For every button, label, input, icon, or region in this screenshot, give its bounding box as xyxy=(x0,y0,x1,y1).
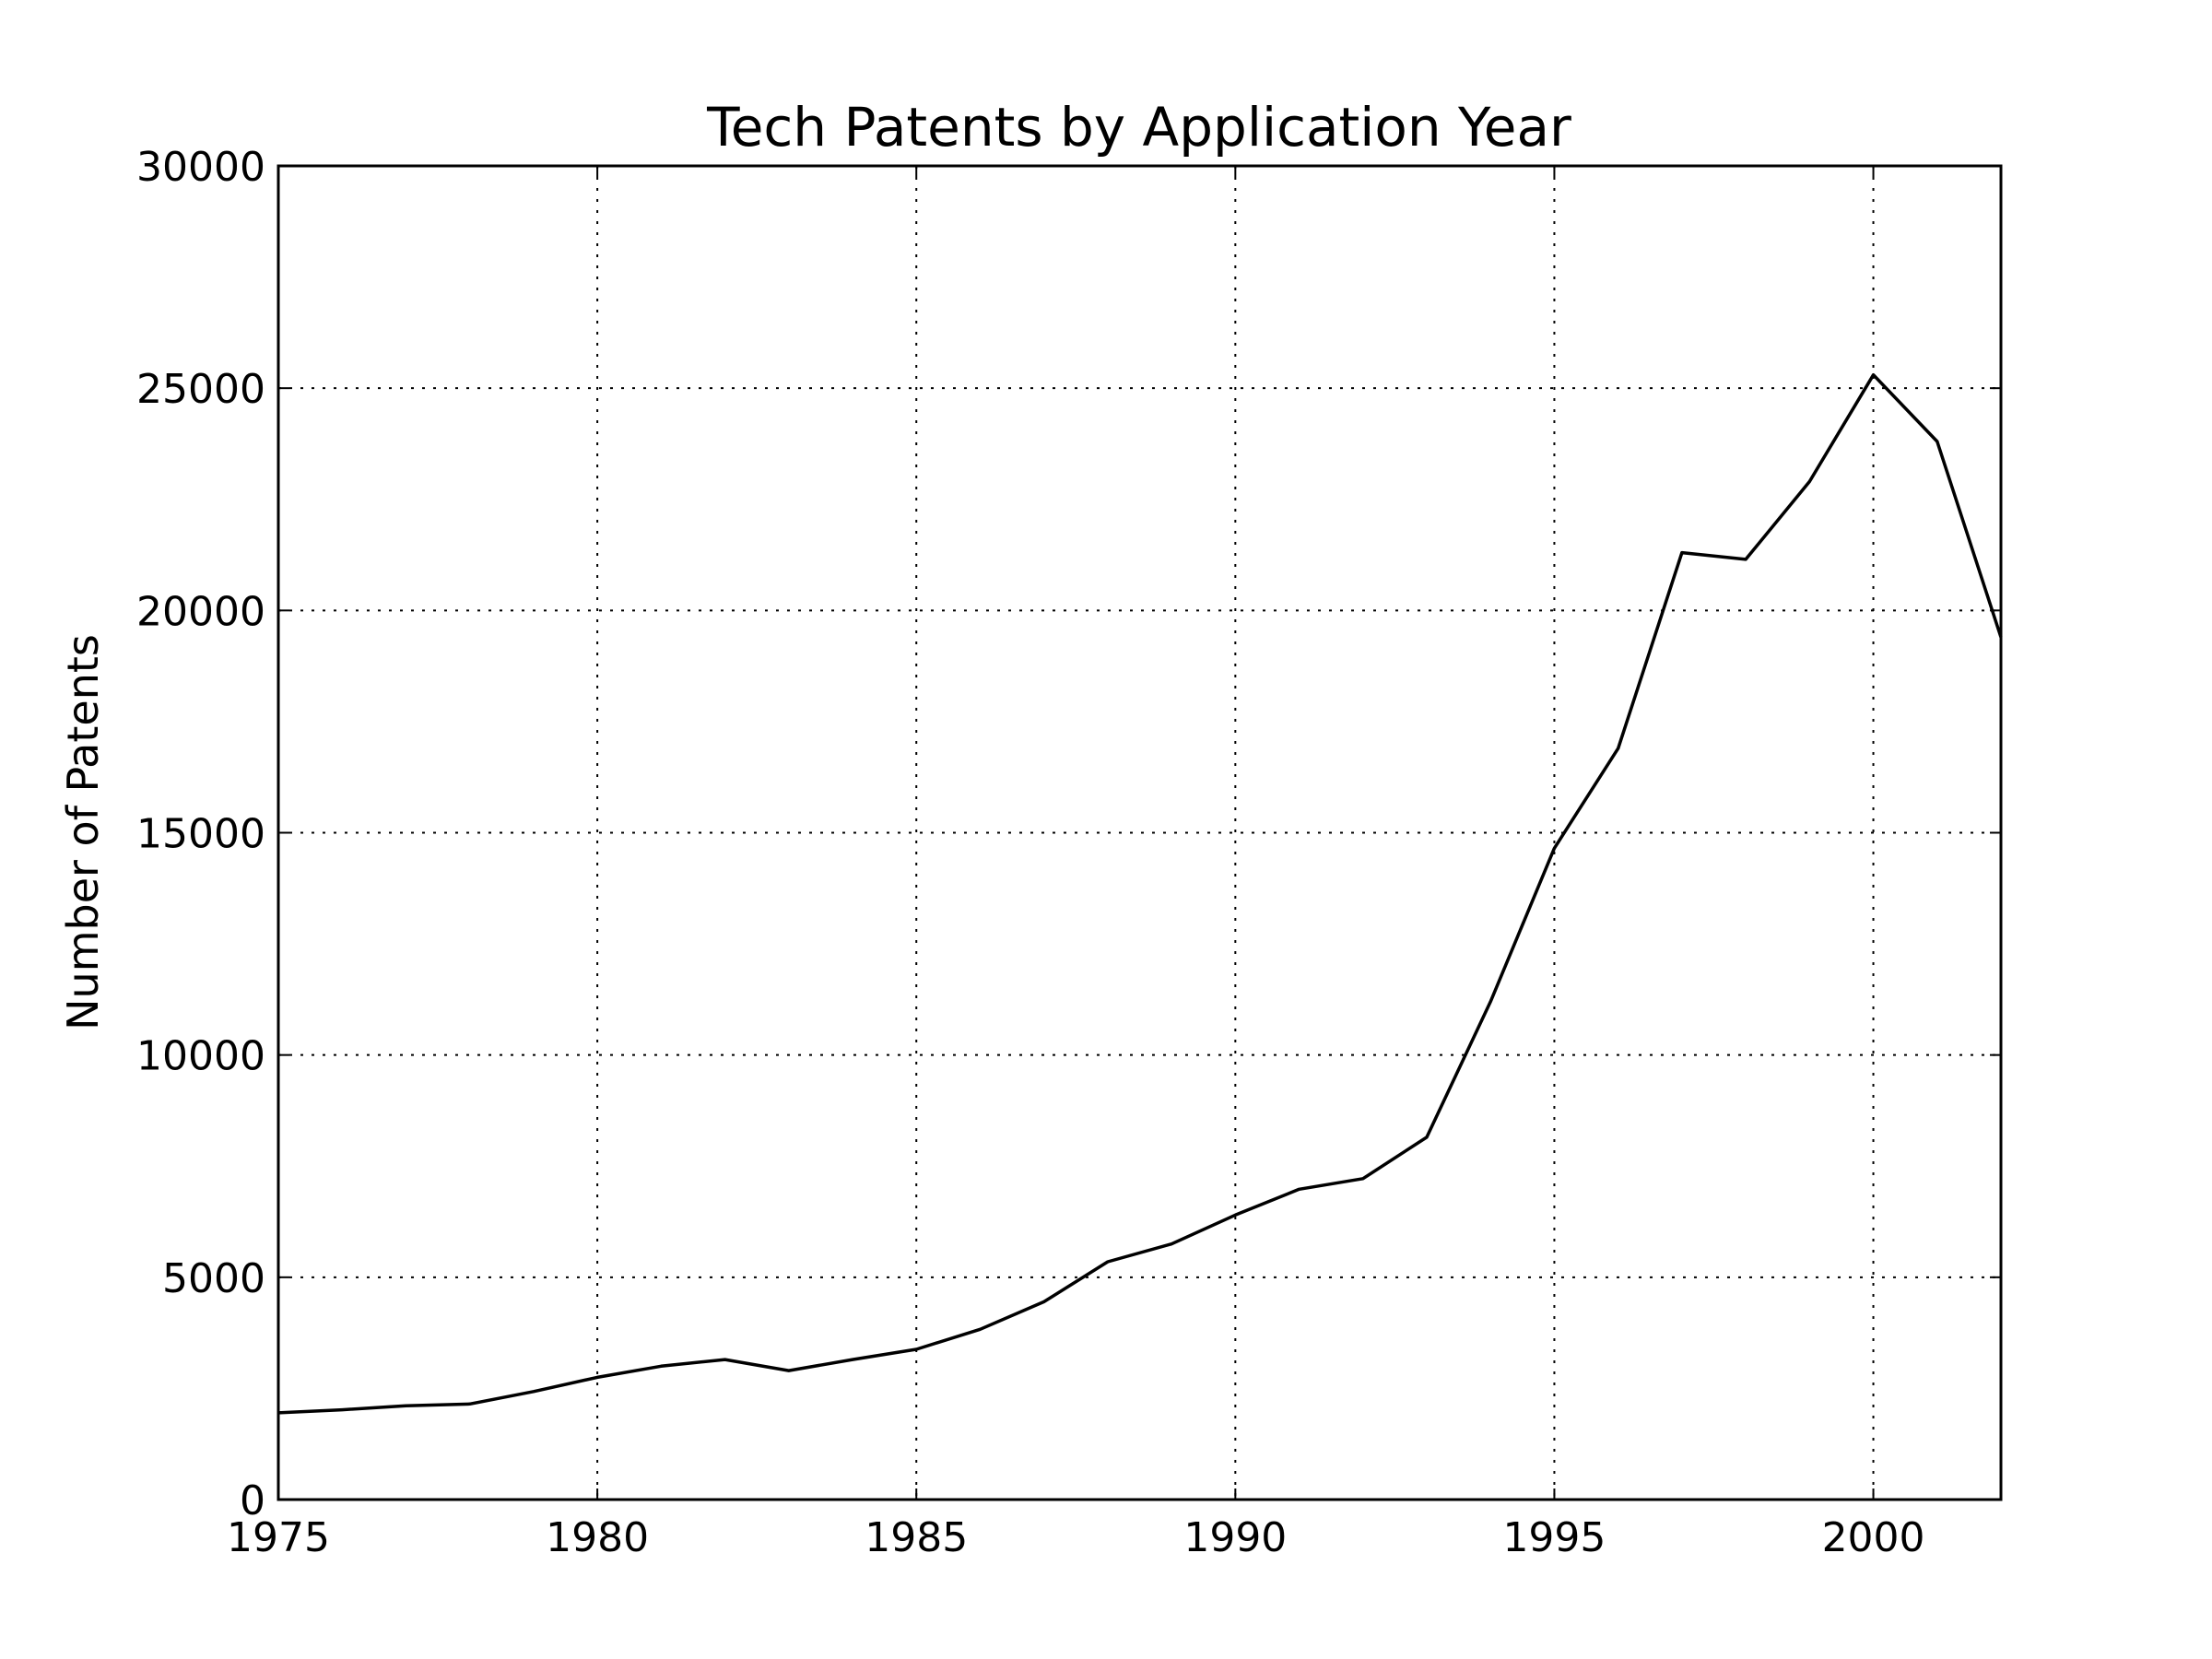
y-tick-label: 0 xyxy=(240,1477,265,1524)
x-tick-label: 1990 xyxy=(1183,1514,1287,1561)
x-tick-label: 2000 xyxy=(1822,1514,1925,1561)
x-tick-label: 1980 xyxy=(546,1514,649,1561)
chart-title: Tech Patents by Application Year xyxy=(706,96,1571,159)
y-tick-label: 25000 xyxy=(136,366,265,413)
x-tick-label: 1985 xyxy=(865,1514,968,1561)
y-axis-label: Number of Patents xyxy=(58,634,108,1030)
y-tick-label: 5000 xyxy=(162,1255,265,1302)
x-tick-label: 1995 xyxy=(1502,1514,1606,1561)
y-tick-label: 15000 xyxy=(136,811,265,858)
y-tick-label: 20000 xyxy=(136,588,265,635)
y-tick-label: 30000 xyxy=(136,144,265,191)
y-tick-label: 10000 xyxy=(136,1033,265,1080)
